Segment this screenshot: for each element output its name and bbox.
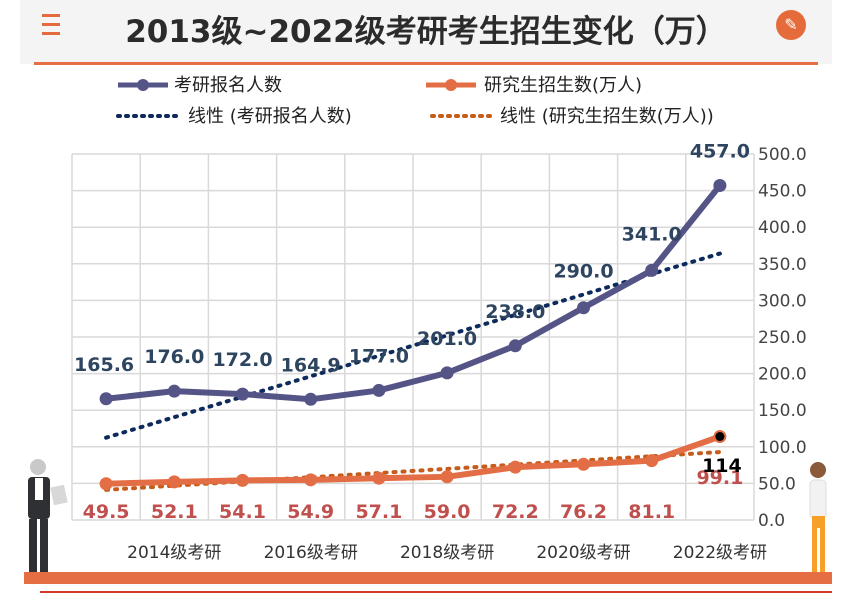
point-admissions (577, 457, 590, 471)
legend-marker-applicants (137, 79, 149, 91)
data-label-applicants: 290.0 (553, 261, 613, 283)
legend-item-admissions: 研究生招生数(万人) (426, 75, 642, 96)
point-admissions (236, 473, 249, 487)
footer-bar (24, 572, 832, 584)
y-tick-label: 500.0 (758, 145, 807, 165)
point-applicants (440, 366, 454, 380)
point-admissions (508, 460, 522, 474)
point-applicants (167, 384, 181, 398)
x-tick-label: 2014级考研 (127, 543, 221, 563)
businesswoman-illustration (809, 462, 827, 580)
series-lines (99, 178, 727, 491)
point-admissions (713, 430, 727, 444)
y-tick-label: 450.0 (758, 182, 807, 202)
data-label-applicants: 238.0 (485, 301, 545, 323)
data-label-admissions: 72.2 (492, 501, 539, 523)
trendline-applicants (104, 251, 722, 440)
data-label-admissions: 54.1 (219, 501, 266, 523)
legend-label-admissions: 研究生招生数(万人) (484, 75, 642, 96)
y-tick-label: 100.0 (758, 438, 807, 458)
data-label-admissions: 59.0 (424, 501, 471, 523)
legend-item-applicants: 考研报名人数 (118, 75, 282, 96)
data-label-applicants: 201.0 (417, 328, 477, 350)
data-label-applicants: 165.6 (74, 354, 134, 376)
y-tick-label: 150.0 (758, 401, 807, 421)
data-label-applicants: 176.0 (144, 346, 204, 368)
point-admissions (167, 475, 181, 489)
point-admissions (372, 471, 386, 485)
comment-icon[interactable]: ✎ (776, 10, 806, 40)
legend-item-applicants-trend: 线性 (考研报名人数) (116, 106, 352, 127)
point-applicants (304, 392, 318, 406)
legend-label-applicants: 考研报名人数 (174, 75, 282, 96)
line-admissions (106, 433, 721, 487)
data-label-admissions: 76.2 (560, 501, 607, 523)
line-applicants (105, 183, 723, 403)
point-admissions (645, 454, 659, 468)
data-labels: 165.6 176.0 172.0 164.9 177.0 201.0 238.0 290.0… (74, 140, 750, 523)
data-label-applicants: 457.0 (690, 140, 750, 162)
point-admissions (99, 477, 113, 491)
data-label-admissions: 54.9 (287, 501, 334, 523)
data-label-admissions: 52.1 (151, 501, 198, 523)
data-label-admissions: 81.1 (628, 501, 675, 523)
legend-item-admissions-trend: 线性 (研究生招生数(万人)) (430, 106, 714, 127)
data-label-admissions: 49.5 (83, 501, 130, 523)
title-divider (34, 62, 818, 65)
legend-label-applicants-trend: 线性 (考研报名人数) (188, 106, 352, 127)
point-admissions (440, 470, 454, 484)
point-applicants (645, 263, 659, 277)
y-tick-label: 0.0 (758, 511, 785, 531)
point-applicants (508, 339, 522, 353)
x-axis-labels: 2014级考研 2016级考研 2018级考研 2020级考研 2022级考研 (127, 543, 767, 563)
businessman-illustration (28, 459, 68, 577)
legend: 考研报名人数 研究生招生数(万人) 线性 (考研报名人数) 线性 (研究生招生数… (116, 75, 714, 127)
footer-line (40, 591, 832, 593)
point-admissions (304, 473, 318, 487)
point-applicants (577, 301, 590, 315)
menu-icon[interactable] (42, 14, 60, 36)
data-label-applicants: 177.0 (349, 345, 409, 367)
point-applicants (372, 383, 386, 397)
y-tick-label: 250.0 (758, 328, 807, 348)
gridlines (71, 153, 755, 521)
y-tick-label: 200.0 (758, 365, 807, 385)
y-axis-labels: 0.0 50.0 100.0 150.0 200.0 250.0 300.0 350.0 400… (758, 145, 807, 531)
y-tick-label: 300.0 (758, 291, 807, 311)
page-title: 2013级~2022级考研考生招生变化（万） (125, 14, 727, 50)
data-label-admissions-final: 114 (702, 455, 742, 477)
data-label-admissions: 99.1 (696, 467, 743, 489)
y-tick-label: 350.0 (758, 255, 807, 275)
data-label-applicants: 164.9 (281, 354, 341, 376)
data-label-applicants: 341.0 (622, 223, 682, 245)
x-tick-label: 2020级考研 (536, 543, 630, 563)
title-bar (20, 0, 832, 64)
x-tick-label: 2016级考研 (264, 543, 358, 563)
point-applicants (99, 392, 113, 406)
point-applicants (236, 387, 249, 401)
point-applicants (713, 178, 727, 192)
x-tick-label: 2022级考研 (673, 543, 767, 563)
data-label-applicants: 172.0 (212, 349, 272, 371)
data-label-admissions: 57.1 (355, 501, 402, 523)
x-tick-label: 2018级考研 (400, 543, 494, 563)
y-tick-label: 50.0 (758, 474, 796, 494)
y-tick-label: 400.0 (758, 218, 807, 238)
legend-marker-admissions (445, 79, 457, 91)
legend-label-admissions-trend: 线性 (研究生招生数(万人)) (500, 106, 714, 127)
